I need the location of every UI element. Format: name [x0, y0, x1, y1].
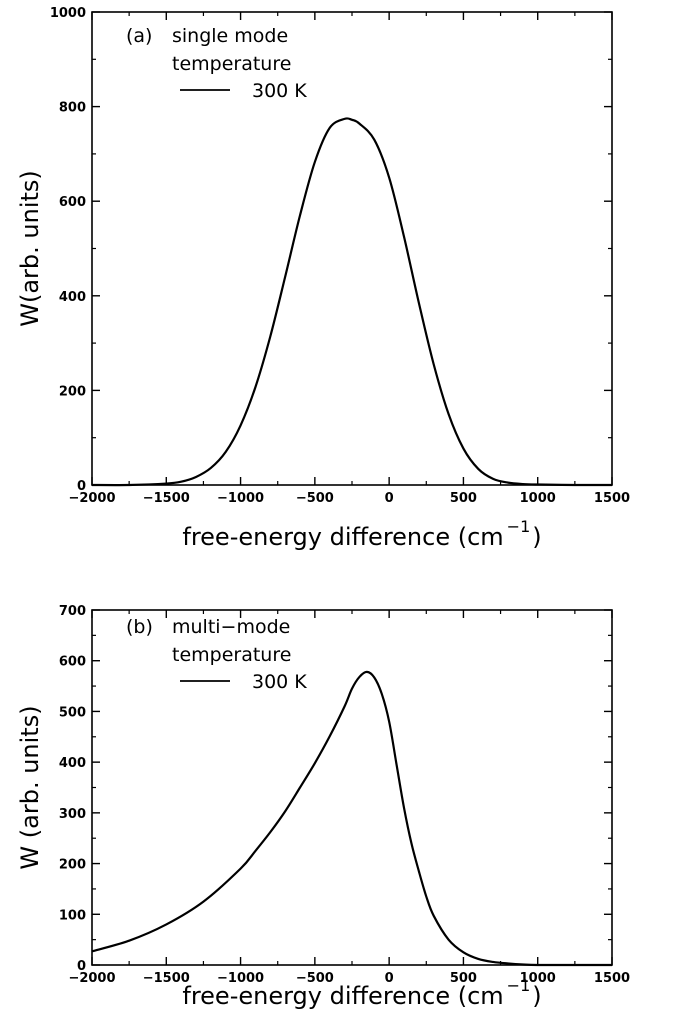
y-tick-label: 400	[59, 290, 86, 305]
y-tick-label: 0	[77, 479, 86, 494]
x-tick-label: 1000	[520, 971, 556, 986]
plot-frame	[91, 609, 613, 966]
legend-title: single mode	[172, 25, 288, 47]
x-axis-label-superscript: −1	[507, 517, 531, 536]
x-axis-label-suffix: )	[532, 523, 541, 551]
x-tick-label: 500	[450, 491, 477, 506]
y-tick-label: 300	[59, 807, 86, 822]
x-tick-label: 500	[450, 971, 477, 986]
y-tick-label: 500	[59, 705, 86, 720]
panel-a: −2000 −1500 −1000 −500 0 500 1000 1500 0 200 400 60…	[16, 6, 630, 551]
x-tick-label: −1000	[217, 491, 264, 506]
plot-frame	[91, 11, 613, 486]
x-tick-label: 1500	[594, 491, 630, 506]
legend: (a) single mode temperature 300 K	[126, 25, 307, 102]
y-tick-label: 700	[59, 604, 86, 619]
x-axis-label: free-energy difference (cm −1)	[182, 976, 541, 1010]
legend-title: multi−mode	[172, 616, 290, 638]
x-tick-label: 0	[385, 491, 394, 506]
y-tick-label: 600	[59, 195, 86, 210]
y-axis-label: W(arb. units)	[16, 170, 44, 327]
y-tick-label: 0	[77, 959, 86, 974]
y-axis-label: W (arb. units)	[16, 705, 44, 869]
legend-entry-label: 300 K	[252, 80, 307, 102]
series-line	[91, 117, 613, 487]
x-tick-label: −1000	[217, 971, 264, 986]
x-axis-label-suffix: )	[532, 982, 541, 1010]
x-tick-label: −500	[296, 971, 334, 986]
y-tick-label: 1000	[50, 6, 86, 21]
legend-entry-label: 300 K	[252, 671, 307, 693]
y-tick-label: 400	[59, 756, 86, 771]
x-tick-label: −1500	[143, 491, 190, 506]
y-tick-label: 200	[59, 858, 86, 873]
legend-subtitle: temperature	[172, 644, 291, 666]
y-tick-label: 100	[59, 908, 86, 923]
x-axis-label-text: free-energy difference (cm	[182, 982, 503, 1010]
x-axis-label-superscript: −1	[507, 976, 531, 995]
y-tick-label: 800	[59, 101, 86, 116]
legend-subtitle: temperature	[172, 53, 291, 75]
panel-b: −2000 −1500 −1000 −500 0 500 1000 1500010020030…	[16, 604, 630, 1010]
series-line	[91, 670, 612, 967]
x-tick-label: 0	[385, 971, 394, 986]
legend-panel-label: (b)	[126, 616, 153, 638]
x-tick-label: −500	[296, 491, 334, 506]
legend-panel-label: (a)	[126, 25, 152, 47]
x-tick-label: 1500	[594, 971, 630, 986]
legend: (b) multi−mode temperature 300 K	[126, 616, 307, 693]
y-tick-label: 200	[59, 384, 86, 399]
x-tick-label: −2000	[68, 491, 115, 506]
x-axis-label: free-energy difference (cm −1)	[182, 517, 541, 551]
y-tick-label: 600	[59, 655, 86, 670]
x-tick-label: 1000	[520, 491, 556, 506]
x-tick-label: −2000	[68, 971, 115, 986]
x-tick-label: −1500	[143, 971, 190, 986]
x-axis-label-text: free-energy difference (cm	[182, 523, 503, 551]
